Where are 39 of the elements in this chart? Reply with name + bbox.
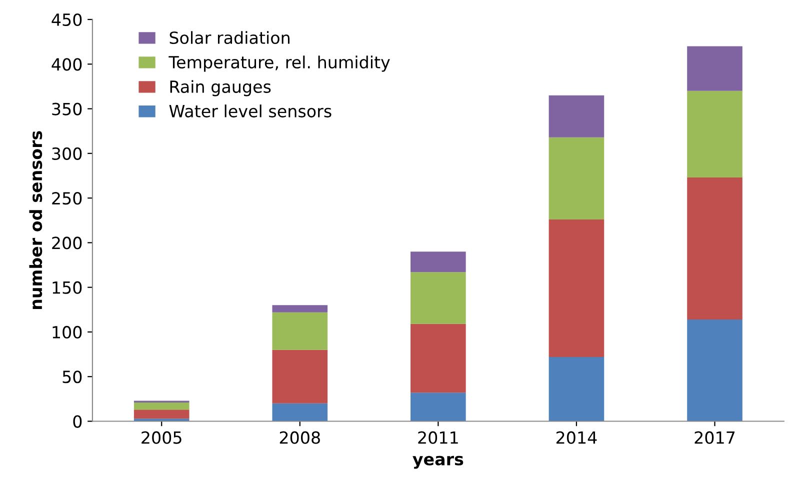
y-tick-label: 450 — [52, 13, 82, 26]
bar — [687, 319, 742, 422]
bar — [687, 90, 742, 178]
bar — [548, 95, 604, 138]
legend-label: Water level sensors — [169, 104, 332, 118]
bar — [410, 392, 466, 422]
x-tick-label: 2008 — [280, 431, 320, 444]
bar — [272, 403, 328, 422]
legend-label: Solar radiation — [170, 31, 290, 44]
y-tick-label: 350 — [52, 102, 82, 116]
y-tick-label: 100 — [52, 326, 82, 339]
bar — [134, 410, 190, 419]
bar — [410, 252, 466, 272]
legend-label: Temperature, rel. humidity — [168, 56, 390, 72]
bar — [548, 137, 604, 220]
x-tick-label: 2017 — [694, 431, 735, 444]
bar — [687, 178, 742, 320]
x-tick-label: 2005 — [142, 431, 182, 444]
bar — [548, 356, 604, 422]
x-axis-title: years — [412, 456, 464, 469]
x-tick-label: 2011 — [418, 431, 458, 444]
y-tick-label: 150 — [52, 281, 82, 294]
bar — [548, 219, 604, 357]
x-tick-label: 2014 — [556, 431, 597, 444]
bar — [272, 305, 328, 312]
y-tick-label: 200 — [52, 236, 82, 250]
y-tick-label: 0 — [73, 415, 82, 428]
y-axis-title: number od sensors — [29, 131, 42, 310]
y-tick-label: 400 — [52, 58, 82, 71]
bar — [272, 312, 328, 350]
bar — [687, 46, 742, 91]
y-tick-label: 300 — [52, 147, 82, 160]
bar — [134, 402, 190, 410]
bar — [410, 272, 466, 324]
bar — [272, 350, 328, 404]
legend-label: Rain gauges — [170, 80, 271, 96]
y-tick-label: 50 — [62, 370, 82, 384]
y-tick-label: 250 — [52, 192, 82, 205]
bar — [410, 324, 466, 393]
